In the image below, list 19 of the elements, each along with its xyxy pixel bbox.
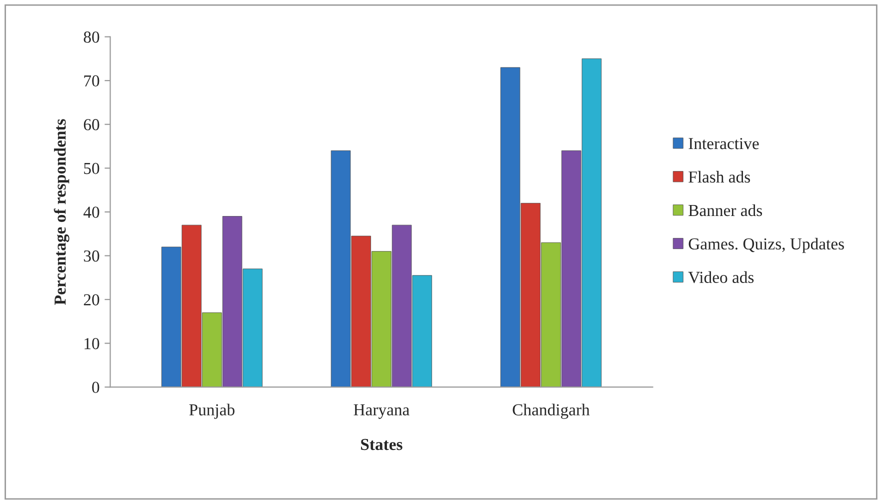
- y-tick-label: 40: [83, 206, 100, 218]
- y-tick-label: 80: [84, 31, 100, 43]
- legend-label: Interactive: [688, 138, 759, 150]
- legend-label: Flash ads: [688, 170, 750, 183]
- y-tick-label: 60: [84, 119, 100, 130]
- x-tick-label: Haryana: [354, 404, 410, 419]
- y-tick-label: 0: [92, 382, 100, 394]
- y-tick-label: 50: [84, 162, 100, 174]
- x-tick-label: Punjab: [189, 404, 234, 419]
- legend-label: Games. Quizs, Updates: [688, 238, 844, 253]
- legend-label: Banner ads: [688, 204, 762, 216]
- y-axis-title: Percentage of respondents: [54, 119, 70, 305]
- legend-label: Video ads: [688, 271, 754, 284]
- y-tick-label: 20: [84, 294, 100, 306]
- y-tick-label: 10: [84, 338, 100, 350]
- y-tick-label: 30: [84, 250, 100, 262]
- y-tick-label: 70: [84, 75, 100, 87]
- x-axis-title: States: [361, 438, 402, 450]
- x-tick-label: Chandigarh: [512, 404, 590, 419]
